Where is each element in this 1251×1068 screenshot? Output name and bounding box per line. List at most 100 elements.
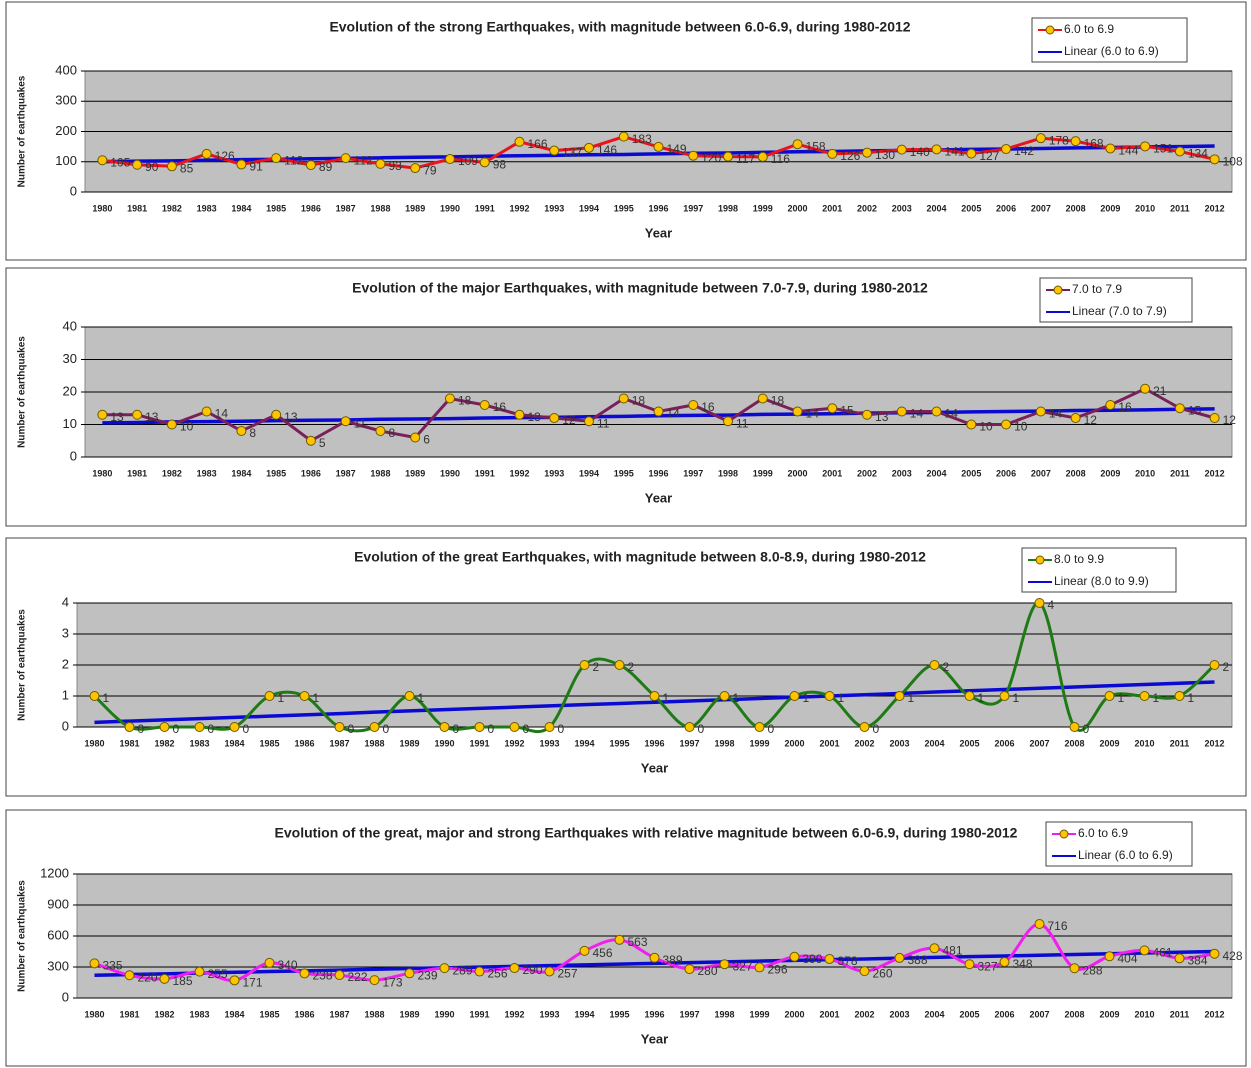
legend-label: Linear (7.0 to 7.9): [1072, 304, 1167, 318]
marker: [132, 159, 143, 170]
value-label: 10: [1014, 420, 1028, 434]
x-tick-label: 1990: [434, 738, 454, 748]
value-label: 0: [348, 722, 355, 736]
x-tick-label: 1981: [119, 1009, 139, 1019]
x-tick-label: 1994: [574, 1009, 594, 1019]
value-label: 1: [1153, 691, 1160, 705]
marker: [444, 393, 455, 404]
marker: [1139, 691, 1150, 701]
value-label: 11: [354, 416, 367, 430]
marker: [369, 722, 380, 732]
value-label: 13: [145, 410, 159, 424]
marker: [618, 131, 629, 142]
value-label: 14: [910, 407, 924, 421]
y-axis-label: Number of earthquakes: [17, 75, 28, 187]
legend-label: 6.0 to 6.9: [1078, 826, 1128, 840]
marker: [439, 963, 450, 974]
value-label: 289: [453, 963, 473, 977]
marker: [544, 966, 555, 977]
chart-title: Evolution of the major Earthquakes, with…: [352, 280, 928, 296]
marker: [194, 722, 205, 732]
marker: [684, 964, 695, 975]
y-tick-label: 200: [55, 123, 77, 138]
x-tick-label: 1989: [405, 468, 425, 478]
value-label: 481: [943, 943, 963, 957]
marker: [1035, 406, 1046, 417]
marker: [236, 159, 247, 170]
value-label: 178: [1049, 133, 1069, 147]
x-tick-label: 2011: [1170, 468, 1190, 478]
value-label: 1: [663, 691, 670, 705]
value-label: 89: [319, 160, 333, 174]
value-label: 0: [698, 722, 705, 736]
x-tick-label: 2010: [1134, 1009, 1154, 1019]
x-tick-label: 2010: [1135, 203, 1155, 213]
value-label: 716: [1048, 919, 1068, 933]
value-label: 428: [1223, 949, 1243, 963]
marker: [614, 660, 625, 670]
marker: [649, 952, 660, 963]
marker: [999, 957, 1010, 968]
x-tick-label: 2001: [822, 203, 842, 213]
marker: [1209, 154, 1220, 165]
x-tick-label: 1989: [405, 203, 425, 213]
x-tick-label: 1988: [364, 1009, 384, 1019]
x-tick-label: 1981: [127, 468, 147, 478]
value-label: 1: [978, 691, 985, 705]
marker: [1139, 945, 1150, 956]
value-label: 2: [593, 660, 600, 674]
marker: [194, 966, 205, 977]
y-tick-label: 100: [55, 153, 77, 168]
marker: [583, 416, 594, 427]
marker: [124, 722, 135, 732]
marker: [1209, 413, 1220, 423]
x-tick-label: 2001: [819, 738, 839, 748]
x-tick-label: 1993: [539, 1009, 559, 1019]
x-tick-label: 1992: [504, 738, 524, 748]
value-label: 222: [348, 970, 368, 984]
marker: [166, 419, 177, 430]
marker: [271, 153, 282, 164]
value-label: 18: [632, 394, 646, 408]
y-tick-label: 900: [47, 896, 69, 911]
value-label: 12: [1084, 413, 1098, 427]
x-tick-label: 2012: [1205, 468, 1225, 478]
y-tick-label: 40: [63, 318, 77, 333]
marker: [305, 435, 316, 446]
x-tick-label: 1980: [84, 1009, 104, 1019]
value-label: 158: [806, 139, 826, 153]
value-label: 18: [458, 394, 472, 408]
x-tick-label: 1985: [259, 1009, 279, 1019]
value-label: 340: [278, 958, 298, 972]
value-label: 0: [208, 722, 215, 736]
x-tick-label: 1985: [266, 203, 286, 213]
value-label: 11: [597, 416, 610, 430]
trend-line: [94, 949, 1215, 978]
value-label: 149: [667, 142, 687, 156]
marker: [201, 406, 212, 417]
marker: [723, 151, 734, 162]
marker: [579, 660, 590, 670]
x-tick-label: 1988: [364, 738, 384, 748]
x-tick-label: 2012: [1205, 203, 1225, 213]
value-label: 15: [1188, 403, 1202, 417]
x-tick-label: 1998: [718, 468, 738, 478]
x-tick-label: 1985: [259, 738, 279, 748]
y-tick-label: 0: [62, 989, 69, 1004]
value-label: 1: [733, 691, 740, 705]
x-tick-label: 1998: [714, 1009, 734, 1019]
marker: [369, 975, 380, 986]
marker: [1069, 963, 1080, 974]
marker: [719, 691, 730, 701]
x-tick-label: 1991: [475, 468, 495, 478]
x-tick-label: 1991: [475, 203, 495, 213]
y-axis-label: Number of earthquakes: [17, 336, 28, 448]
value-label: 12: [1223, 413, 1237, 427]
x-tick-label: 1981: [127, 203, 147, 213]
value-label: 12: [562, 413, 576, 427]
x-tick-label: 1996: [648, 203, 668, 213]
x-tick-label: 2009: [1099, 1009, 1119, 1019]
marker: [410, 163, 421, 174]
y-tick-label: 1: [62, 687, 69, 702]
x-tick-label: 1982: [162, 468, 182, 478]
